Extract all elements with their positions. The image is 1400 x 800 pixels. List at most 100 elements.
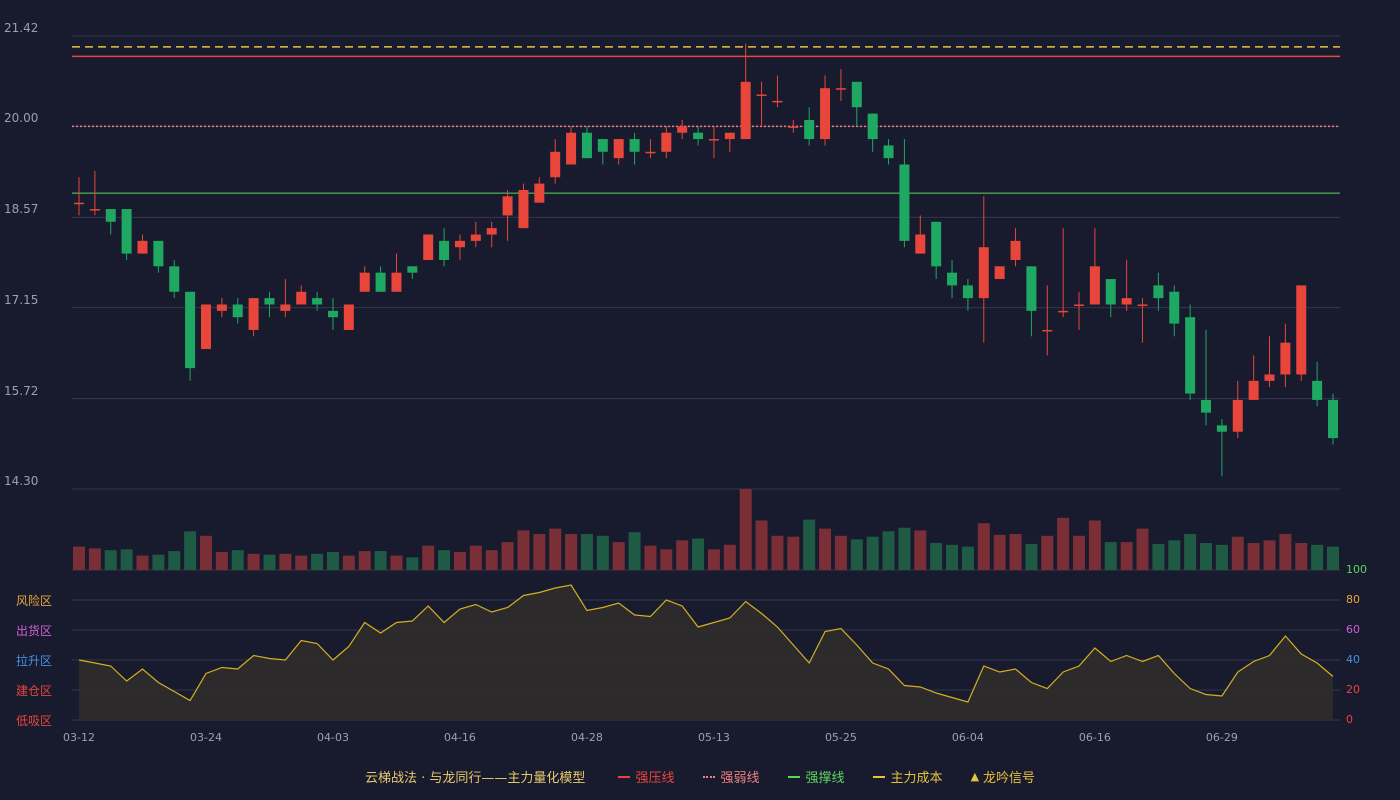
candle-body [470, 234, 481, 241]
price-grid [72, 35, 1340, 490]
candle-body [788, 126, 799, 128]
oscillator-tick-label: 40 [1346, 653, 1360, 666]
candle-body [454, 240, 465, 248]
candle-body [708, 139, 719, 141]
volume-bar [88, 548, 101, 570]
price-tick-label: 20.00 [4, 111, 39, 126]
volume-bar [580, 534, 593, 570]
volume-bar [882, 531, 895, 570]
volume-bar [533, 534, 546, 570]
volume-bar [469, 545, 482, 570]
candle-body [74, 202, 84, 205]
candle-body [867, 113, 878, 140]
candle-body [820, 88, 831, 140]
volume-bar [152, 554, 165, 570]
volume-bar [993, 534, 1006, 570]
date-tick-label: 04-28 [570, 731, 603, 744]
volume-bar [977, 523, 990, 570]
candle-body [1010, 240, 1021, 260]
legend-label: 强撑线 [805, 771, 845, 786]
price-tick-label: 17.15 [4, 292, 39, 307]
volume-bar [834, 535, 847, 570]
oscillator-tick-label: 0 [1346, 713, 1353, 726]
volume-bar [422, 545, 435, 570]
volume-bar [676, 540, 689, 570]
candles [74, 43, 1338, 477]
candle-body [1074, 304, 1085, 306]
candle-body [1153, 285, 1164, 299]
candle-body [1169, 291, 1180, 324]
oscillator-tick-label: 60 [1346, 623, 1360, 636]
candle-body [1137, 304, 1148, 306]
candle-body [312, 298, 323, 305]
candle-body [581, 132, 592, 159]
volume-bar [1041, 535, 1054, 570]
volume-bar [279, 553, 292, 570]
volume-bars [72, 489, 1340, 571]
candle-body [772, 100, 783, 103]
volume-bar [723, 544, 736, 570]
candle-body [407, 266, 418, 273]
candle-body [121, 209, 132, 254]
oscillator-zone-label: 低吸区 [16, 714, 53, 728]
volume-bar [1200, 543, 1213, 570]
price-tick-label: 21.42 [4, 21, 39, 35]
candle-body [899, 164, 910, 241]
legend-marker [872, 775, 885, 778]
volume-bar [517, 530, 530, 570]
volume-bar [1104, 542, 1117, 570]
candle-body [1328, 399, 1338, 439]
candle-body [534, 183, 545, 203]
candle-body [661, 132, 672, 152]
oscillator-tick-label: 100 [1346, 563, 1367, 576]
volume-bar [406, 557, 419, 570]
candle-body [550, 151, 561, 178]
volume-bar [739, 489, 752, 570]
legend-marker [787, 775, 800, 778]
legend-label: 主力成本 [890, 771, 943, 786]
volume-bar [1231, 536, 1244, 570]
candle-body [613, 139, 624, 159]
volume-bar [692, 538, 705, 570]
candle-body [1201, 399, 1212, 413]
candle-body [359, 272, 370, 292]
oscillator-tick-label: 20 [1346, 683, 1360, 696]
legend-marker: ▲ [970, 770, 980, 783]
volume-bar [803, 519, 816, 570]
volume-bar [501, 542, 514, 570]
candle-body [978, 247, 989, 299]
oscillator-panel [72, 584, 1340, 721]
candle-body [1280, 342, 1291, 375]
date-tick-label: 03-12 [63, 731, 95, 744]
volume-bar [914, 530, 927, 570]
volume-bar [612, 542, 625, 570]
volume-bar [898, 527, 911, 570]
candle-body [89, 209, 100, 211]
candle-body [724, 132, 735, 140]
volume-bar [850, 539, 863, 570]
candle-body [391, 272, 402, 292]
volume-bar [374, 551, 387, 570]
volume-bar [1073, 535, 1086, 570]
volume-bar [184, 531, 197, 570]
legend-title: 云梯战法 · 与龙同行——主力量化模型 [364, 771, 586, 786]
volume-bar [1311, 544, 1324, 570]
candle-body [994, 266, 1005, 280]
volume-bar [644, 545, 657, 570]
candle-body [518, 189, 529, 229]
candle-body [232, 304, 243, 318]
candle-body [1121, 298, 1132, 305]
volume-bar [311, 553, 324, 570]
legend-item: ▲ 龙吟信号 [971, 767, 1035, 786]
oscillator-zone-label: 风险区 [16, 594, 53, 608]
candle-body [931, 221, 942, 267]
candle-body [693, 132, 704, 140]
volume-bar [1279, 534, 1292, 570]
oscillator-tick-label: 80 [1346, 593, 1360, 606]
volume-bar [1215, 544, 1228, 570]
volume-bar [1120, 542, 1133, 570]
legend-item: 强弱线 [702, 767, 760, 786]
candle-body [216, 304, 227, 311]
candle-body [105, 209, 116, 222]
date-tick-label: 06-16 [1078, 731, 1111, 744]
